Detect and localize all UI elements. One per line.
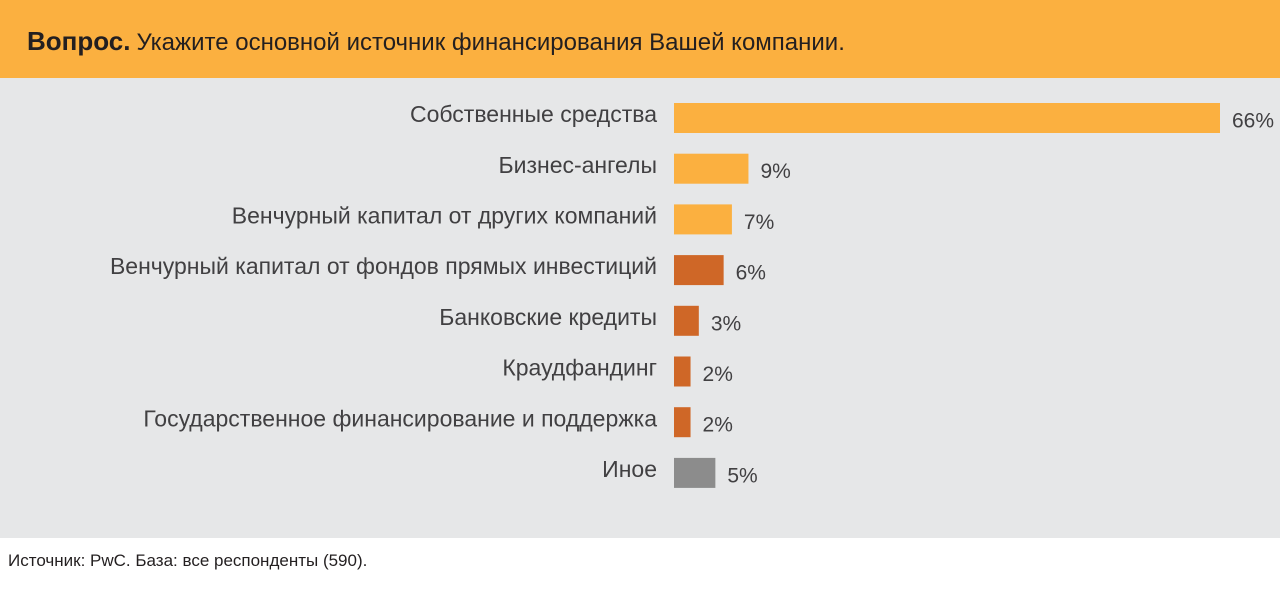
category-label: Государственное финансирование и поддерж… [143,405,657,431]
question-label-dot: . [123,26,131,56]
value-label: 9% [760,160,790,183]
value-label: 6% [736,262,766,285]
value-label: 3% [711,312,741,335]
chart-panel [0,78,1280,538]
source-note: Источник: PwC. База: все респонденты (59… [8,551,368,570]
category-label: Венчурный капитал от фондов прямых инвес… [110,253,657,279]
bar [674,103,1220,133]
question-text: Укажите основной источник финансирования… [136,29,845,56]
value-label: 2% [703,363,733,386]
category-label: Иное [602,456,657,482]
bars-layer: Собственные средства 66% Бизнес-ангелы 9% Ве… [110,101,1274,488]
category-label: Банковские кредиты [439,304,657,330]
bar [674,153,749,184]
bar [674,407,691,438]
bar [674,204,732,235]
value-label: 66% [1232,110,1274,133]
value-label: 5% [727,464,757,487]
bar [674,305,699,336]
question-title: Вопрос. Укажите основной источник финанси… [27,26,845,57]
category-label: Венчурный капитал от других компаний [232,202,657,228]
category-label: Бизнес-ангелы [499,152,658,178]
bar [674,356,691,387]
category-label: Собственные средства [410,101,657,127]
value-label: 7% [744,211,774,234]
bar [674,255,724,286]
category-label: Краудфандинг [502,355,657,381]
bar [674,457,716,488]
bar-chart: Собственные средства 66% Бизнес-ангелы 9% Ве… [110,101,1274,488]
question-header: Вопрос. Укажите основной источник финанси… [0,0,1280,78]
value-label: 2% [703,414,733,437]
question-label: Вопрос [27,26,124,56]
